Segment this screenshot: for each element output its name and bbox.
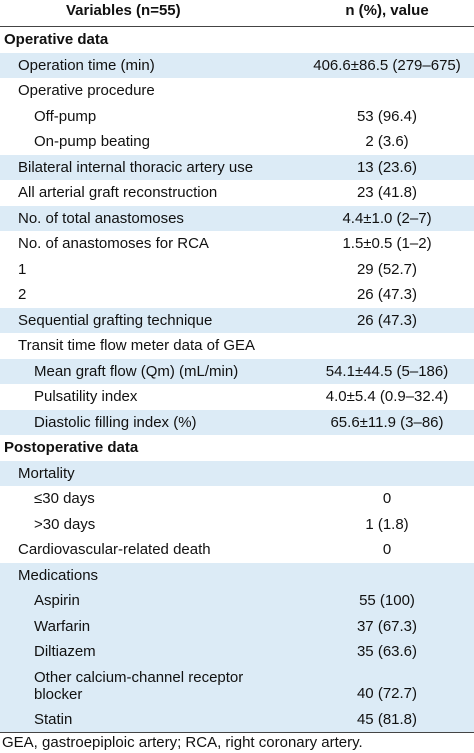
row-label: Operative procedure — [18, 82, 155, 99]
table-row: All arterial graft reconstruction 23 (41.… — [0, 180, 474, 206]
row-label: Sequential grafting technique — [18, 311, 213, 329]
row-label: Cardiovascular-related death — [18, 541, 211, 558]
table-row: 2 26 (47.3) — [0, 282, 474, 308]
row-label: Bilateral internal thoracic artery use — [18, 158, 254, 176]
row-label: 2 — [18, 286, 27, 303]
table-row: Other calcium-channel receptor blocker 40 … — [0, 664, 474, 707]
row-label: Postoperative data — [4, 439, 139, 456]
row-label-line2: blocker — [34, 685, 83, 703]
row-label-line1: Other calcium-channel receptor — [34, 668, 244, 686]
data-table: Variables (n=55) n (%), value Operative … — [0, 0, 474, 732]
row-label: All arterial graft reconstruction — [18, 184, 218, 201]
section-row: Postoperative data — [0, 435, 474, 461]
row-value: 13 (23.6) — [356, 158, 418, 176]
table-row: Transit time flow meter data of GEA — [0, 333, 474, 359]
row-value: 37 (67.3) — [356, 617, 418, 635]
row-label: Statin — [34, 710, 73, 728]
table-row: Diastolic filling index (%) 65.6±11.9 (3–… — [0, 409, 474, 435]
header-variables: Variables (n=55) — [66, 2, 181, 19]
table-row: Pulsatility index 4.0±5.4 (0.9–32.4) — [0, 384, 474, 410]
row-value: 65.6±11.9 (3–86) — [330, 413, 444, 431]
table-row: On-pump beating 2 (3.6) — [0, 129, 474, 155]
table-row: Operation time (min) 406.6±86.5 (279–675) — [0, 52, 474, 78]
row-label: Mean graft flow (Qm) (mL/min) — [34, 362, 239, 380]
row-value: 406.6±86.5 (279–675) — [313, 56, 461, 74]
row-label: Mortality — [18, 464, 75, 482]
row-label: Pulsatility index — [34, 388, 138, 405]
table-row: No. of total anastomoses 4.4±1.0 (2–7) — [0, 205, 474, 231]
row-label: Medications — [18, 566, 99, 584]
row-label: >30 days — [34, 515, 96, 533]
table-row: Statin 45 (81.8) — [0, 706, 474, 732]
row-value: 54.1±44.5 (5–186) — [325, 362, 449, 380]
table-row: >30 days 1 (1.8) — [0, 512, 474, 538]
table-row: ≤30 days 0 — [0, 486, 474, 512]
table-row: Medications — [0, 562, 474, 588]
table-row: Diltiazem 35 (63.6) — [0, 639, 474, 665]
row-label: On-pump beating — [34, 133, 150, 150]
row-value: 0 — [382, 541, 392, 558]
row-label: Warfarin — [34, 617, 91, 635]
row-value: 35 (63.6) — [356, 643, 418, 660]
table-row: Sequential grafting technique 26 (47.3) — [0, 307, 474, 333]
row-value: 45 (81.8) — [356, 710, 418, 728]
row-label: Diastolic filling index (%) — [34, 413, 197, 431]
table-row: Aspirin 55 (100) — [0, 588, 474, 614]
row-value: 0 — [382, 490, 392, 507]
row-value: 26 (47.3) — [356, 311, 418, 329]
row-label: ≤30 days — [34, 490, 95, 507]
row-label: 1 — [18, 260, 27, 278]
table-row: Off-pump 53 (96.4) — [0, 104, 474, 130]
table-row: Cardiovascular-related death 0 — [0, 537, 474, 563]
row-value: 1 (1.8) — [365, 515, 409, 533]
row-label: Aspirin — [34, 592, 80, 609]
table-row: Warfarin 37 (67.3) — [0, 613, 474, 639]
row-value: 55 (100) — [359, 592, 415, 609]
row-label: Operation time (min) — [18, 56, 155, 74]
row-value: 23 (41.8) — [356, 184, 418, 201]
table-row: Bilateral internal thoracic artery use 13… — [0, 154, 474, 180]
row-label: Operative data — [4, 31, 109, 48]
table-row: Operative procedure — [0, 78, 474, 104]
section-row: Operative data — [0, 27, 474, 53]
row-value: 40 (72.7) — [356, 684, 418, 702]
row-value: 29 (52.7) — [356, 260, 418, 278]
row-label: No. of total anastomoses — [18, 209, 184, 227]
row-value: 1.5±0.5 (1–2) — [342, 235, 432, 252]
table-footnote: GEA, gastroepiploic artery; RCA, right c… — [0, 732, 474, 753]
table-row: Mean graft flow (Qm) (mL/min) 54.1±44.5 (… — [0, 358, 474, 384]
table-body: Operative data Operation time (min) 406.6±… — [0, 27, 474, 732]
row-label: No. of anastomoses for RCA — [18, 235, 209, 252]
row-value: 4.4±1.0 (2–7) — [342, 209, 432, 227]
table-row: Mortality — [0, 460, 474, 486]
table-row: 1 29 (52.7) — [0, 257, 474, 283]
row-label: Transit time flow meter data of GEA — [18, 337, 256, 354]
row-label: Diltiazem — [34, 643, 96, 660]
table-row: No. of anastomoses for RCA 1.5±0.5 (1–2) — [0, 231, 474, 257]
row-value: 2 (3.6) — [365, 133, 409, 150]
table-header: Variables (n=55) n (%), value — [0, 0, 474, 27]
row-label: Off-pump — [34, 107, 97, 125]
row-value: 4.0±5.4 (0.9–32.4) — [325, 388, 449, 405]
row-value: 53 (96.4) — [356, 107, 418, 125]
row-value: 26 (47.3) — [356, 286, 418, 303]
header-value: n (%), value — [345, 2, 429, 19]
row-label: Other calcium-channel receptor blocker — [34, 669, 243, 703]
